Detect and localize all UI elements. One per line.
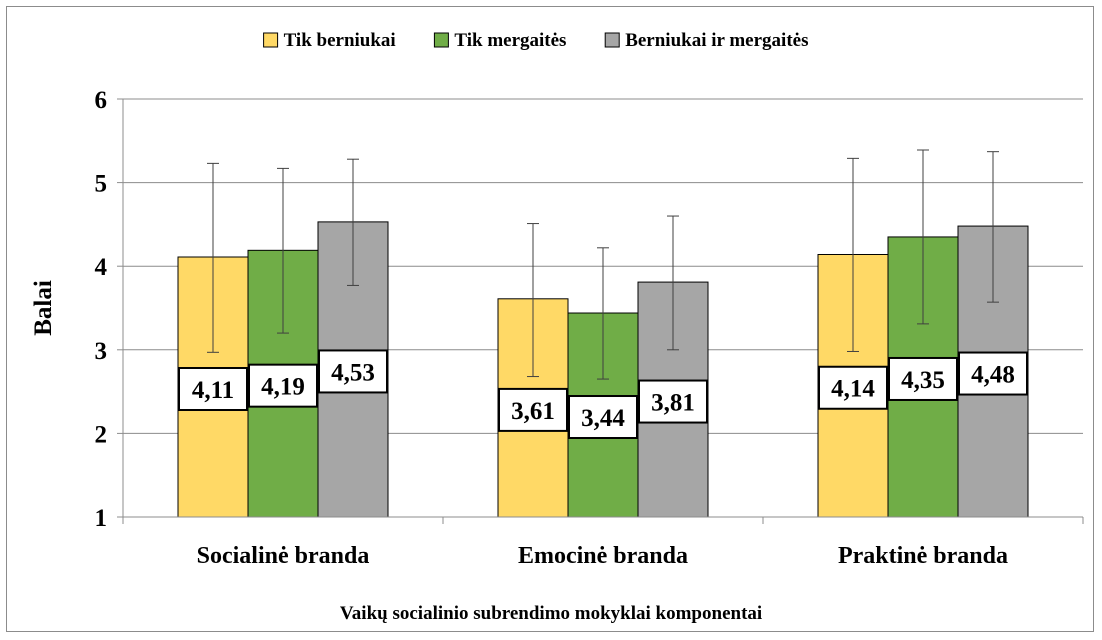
data-labels: 4,11 4,19 4,53 3,61 3,44 3,81 4,14 4,35 4,48 xyxy=(178,349,1028,440)
y-tick-label: 5 xyxy=(95,171,108,198)
y-tick-label: 1 xyxy=(95,505,108,532)
bar-chart: 4,11 4,19 4,53 3,61 3,44 3,81 4,14 4,35 4,48 1 2 3… xyxy=(30,30,1084,624)
data-label: 4,53 xyxy=(331,359,375,386)
data-label-box xyxy=(318,349,388,394)
data-label: 4,14 xyxy=(831,376,875,403)
data-label-box xyxy=(248,363,318,408)
data-label-box xyxy=(958,351,1028,396)
error-bars xyxy=(207,149,999,380)
legend-swatch xyxy=(433,32,449,48)
data-label-box xyxy=(818,365,888,410)
legend: Tik berniukai Tik mergaitės Berniukai ir m… xyxy=(263,30,808,51)
data-label: 3,81 xyxy=(651,390,695,417)
data-label-box xyxy=(178,367,248,412)
legend-swatch xyxy=(263,32,279,48)
legend-label: Tik berniukai xyxy=(284,30,396,51)
x-tick-label: Emocinė branda xyxy=(518,543,688,569)
y-tick-label: 3 xyxy=(95,338,108,365)
y-axis-title: Balai xyxy=(30,280,57,336)
legend-swatch xyxy=(604,32,620,48)
x-tick-label: Socialinė branda xyxy=(197,543,370,569)
legend-label: Berniukai ir mergaitės xyxy=(625,30,808,51)
chart-frame: 4,11 4,19 4,53 3,61 3,44 3,81 4,14 4,35 4,48 1 2 3… xyxy=(6,6,1094,632)
data-label-box xyxy=(498,387,568,432)
axes: 1 2 3 4 5 6 Socialinė branda Emocinė branda Prak… xyxy=(95,87,1084,569)
data-label: 4,19 xyxy=(261,374,305,401)
data-label-box xyxy=(568,395,638,440)
data-label: 3,44 xyxy=(581,405,625,432)
data-label: 4,35 xyxy=(901,367,945,394)
x-tick-label: Praktinė branda xyxy=(838,543,1008,569)
data-label: 3,61 xyxy=(511,398,555,425)
data-label-box xyxy=(888,356,958,401)
legend-label: Tik mergaitės xyxy=(454,30,566,51)
data-label: 4,11 xyxy=(192,377,234,404)
y-tick-label: 4 xyxy=(95,254,108,281)
y-tick-label: 6 xyxy=(95,87,108,114)
data-label: 4,48 xyxy=(971,362,1015,389)
x-axis-title: Vaikų socialinio subrendimo mokyklai kom… xyxy=(340,603,762,624)
data-label-box xyxy=(638,379,708,424)
y-tick-label: 2 xyxy=(95,421,108,448)
